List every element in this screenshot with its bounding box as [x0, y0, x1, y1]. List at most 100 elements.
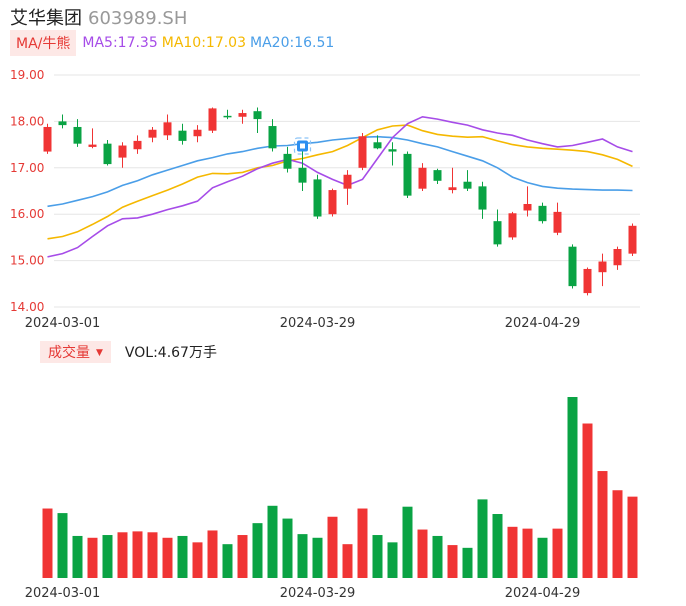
caret-down-icon: ▼ — [96, 348, 103, 358]
volume-bar — [207, 530, 218, 578]
candle-body — [328, 190, 337, 215]
y-tick-label: 15.00 — [10, 254, 44, 268]
volume-legend: 成交量 ▼ VOL:4.67万手 — [40, 341, 217, 363]
candle-body — [268, 126, 277, 149]
volume-bar — [192, 542, 203, 578]
candle-body — [568, 246, 577, 287]
candle — [193, 125, 202, 143]
volume-bar — [282, 518, 293, 578]
candle — [148, 126, 157, 143]
volume-bar — [507, 526, 518, 578]
volume-bar — [297, 534, 308, 578]
volume-x-tick-label: 2024-03-29 — [280, 586, 356, 601]
candle — [403, 151, 412, 198]
candle-body — [508, 213, 517, 238]
candle — [508, 211, 517, 240]
candle-body — [433, 170, 442, 181]
volume-bar — [552, 528, 563, 578]
volume-bar — [492, 514, 503, 578]
x-tick-label: 2024-03-29 — [280, 316, 356, 331]
candle — [613, 246, 622, 270]
volume-bar — [252, 523, 263, 578]
candle — [178, 123, 187, 145]
volume-bar — [537, 537, 548, 578]
event-marker-icon — [293, 137, 312, 155]
candle — [373, 135, 382, 150]
candle-body — [628, 225, 637, 254]
candle-body — [178, 130, 187, 141]
candle — [358, 133, 367, 171]
candle-body — [343, 174, 352, 189]
stock-name: 艾华集团 — [10, 8, 82, 29]
x-tick-label: 2024-03-01 — [25, 316, 101, 331]
candle — [298, 151, 307, 191]
ma10-legend-label: MA10:17.03 — [161, 35, 247, 51]
y-tick-label: 16.00 — [10, 207, 44, 221]
volume-bar — [522, 528, 533, 578]
candle-body — [88, 144, 97, 147]
candle-body — [298, 167, 307, 183]
volume-indicator-selector[interactable]: 成交量 ▼ — [40, 341, 111, 363]
candle — [433, 168, 442, 185]
volume-bar — [447, 545, 458, 578]
volume-value: VOL:4.67万手 — [124, 345, 217, 361]
candle-body — [283, 153, 292, 169]
volume-bar — [372, 535, 383, 578]
candle-body — [193, 129, 202, 137]
volume-bar — [312, 537, 323, 578]
candle — [133, 135, 142, 154]
candle — [523, 186, 532, 217]
volume-bar — [117, 532, 128, 578]
ma5-line — [47, 115, 633, 258]
ma20-legend-label: MA20:16.51 — [250, 35, 335, 51]
volume-bar — [462, 547, 473, 578]
volume-bar — [42, 508, 53, 578]
volume-bar — [582, 423, 593, 578]
candle — [328, 188, 337, 217]
y-tick-label: 18.00 — [10, 114, 44, 128]
candle — [478, 181, 487, 219]
volume-bar — [387, 542, 398, 578]
candle — [418, 163, 427, 191]
volume-bar — [72, 535, 83, 578]
volume-bar — [342, 544, 353, 578]
volume-bar — [432, 535, 443, 578]
candle-body — [73, 126, 82, 144]
candle-body — [358, 136, 367, 168]
candle-body — [463, 181, 472, 189]
ma-indicator-selector[interactable]: MA/牛熊 — [10, 30, 77, 56]
candle — [208, 107, 217, 133]
volume-bar — [87, 537, 98, 578]
candle-body — [148, 129, 157, 138]
candle-body — [448, 187, 457, 191]
candle-body — [373, 142, 382, 149]
candle-body — [388, 149, 397, 152]
candle-body — [223, 115, 232, 118]
volume-bar — [477, 499, 488, 578]
candle-body — [103, 143, 112, 165]
stock-code: 603989.SH — [88, 8, 188, 29]
volume-bar — [402, 506, 413, 578]
y-tick-label: 19.00 — [10, 68, 44, 82]
candle-body — [118, 145, 127, 158]
candle-body — [163, 122, 172, 136]
candle — [88, 128, 97, 149]
candle — [238, 109, 247, 124]
candle — [493, 209, 502, 247]
candle — [598, 253, 607, 287]
volume-bar — [417, 529, 428, 578]
volume-bar — [177, 535, 188, 578]
volume-bar — [327, 516, 338, 578]
ma-legend: MA/牛熊 MA5:17.35 MA10:17.03 MA20:16.51 — [10, 30, 338, 56]
volume-bar — [597, 471, 608, 578]
candle-body — [403, 153, 412, 196]
volume-bar — [57, 513, 68, 578]
candle — [43, 123, 52, 154]
volume-bar — [147, 532, 158, 578]
candle — [568, 244, 577, 289]
ma5-legend-label: MA5:17.35 — [82, 35, 158, 51]
y-tick-label: 17.00 — [10, 161, 44, 175]
candle — [448, 167, 457, 194]
candle — [538, 202, 547, 224]
